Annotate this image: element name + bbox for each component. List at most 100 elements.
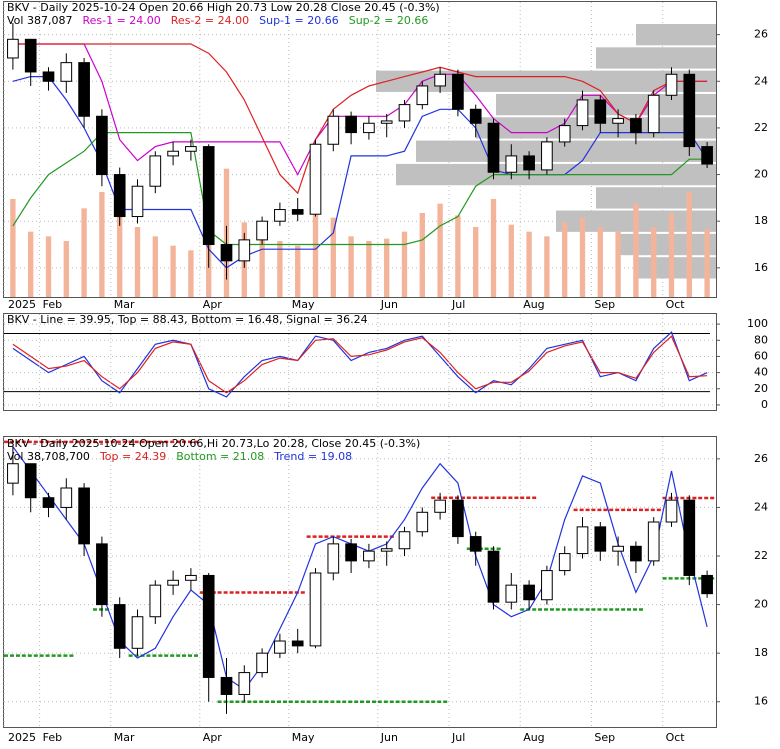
volume-bar	[455, 215, 461, 297]
volume-bar	[188, 250, 194, 297]
candle-body	[452, 73, 464, 110]
candle-body	[523, 155, 535, 171]
price-panel-frame	[3, 1, 717, 298]
y-tick-label: 60	[754, 349, 768, 362]
volume-label: Vol 387,087	[7, 14, 72, 27]
candle-body	[487, 550, 500, 603]
volume-bar	[348, 236, 354, 297]
x-tick-label: Sep	[594, 298, 615, 311]
volume-bar	[330, 217, 336, 297]
candle-body	[469, 108, 482, 124]
volume-bar	[473, 227, 479, 297]
series-line	[12, 43, 708, 176]
volume-bar	[437, 203, 443, 297]
candle-body	[434, 499, 446, 513]
volume-bar	[81, 208, 87, 297]
candle-body	[24, 463, 37, 499]
volume-bar	[117, 175, 123, 297]
candle-body	[24, 38, 37, 73]
candle-body	[309, 572, 322, 647]
y-tick-label: 26	[754, 28, 768, 41]
candle-body	[327, 543, 340, 574]
candle-body	[7, 463, 19, 484]
candle-body	[131, 616, 144, 649]
candle-body	[238, 239, 251, 262]
volume-bar	[99, 192, 105, 297]
candle-body	[469, 536, 482, 552]
volume-bar	[633, 203, 639, 297]
candle-body	[452, 499, 464, 538]
candle-body	[202, 574, 215, 678]
candle-body	[220, 676, 233, 695]
candle-body	[238, 672, 251, 695]
x-tick-label: Jul	[451, 298, 465, 311]
candle-body	[647, 521, 660, 562]
series-line	[12, 76, 708, 269]
y-tick-label: 100	[747, 317, 768, 330]
candle-body	[167, 579, 179, 586]
volume-profile-bar	[416, 140, 716, 162]
candle-body	[220, 244, 233, 262]
candle-body	[363, 122, 375, 134]
volume-bar	[651, 227, 657, 297]
candle-body	[380, 548, 393, 552]
candle-body	[78, 487, 90, 545]
y-tick-label: 18	[754, 214, 768, 227]
candle-body	[256, 220, 268, 241]
series-line	[12, 132, 708, 246]
volume-bar	[704, 229, 710, 297]
candle-body	[309, 143, 322, 215]
x-tick-label: Mar	[114, 298, 135, 311]
y-tick-label: 24	[754, 74, 768, 87]
candle-body	[60, 487, 73, 508]
volume-profile-bar	[636, 23, 716, 46]
candle-body	[576, 99, 589, 127]
candle-body	[345, 115, 357, 134]
volume-profile-bar	[616, 233, 716, 256]
x-tick-label: May	[292, 731, 315, 744]
volume-bar	[490, 199, 497, 297]
volume-bar	[508, 224, 514, 297]
candle-body	[541, 570, 553, 601]
legend-entry: Bottom = 21.08	[176, 450, 264, 463]
candle-body	[149, 155, 162, 187]
candle-body	[291, 209, 304, 215]
candle-body	[398, 531, 411, 550]
candle-body	[78, 62, 90, 117]
volume-bar	[668, 213, 675, 297]
x-tick-label: Apr	[203, 298, 223, 311]
candle-body	[594, 526, 607, 552]
candle-body	[202, 146, 215, 246]
volume-bar	[45, 236, 52, 297]
series-line	[12, 446, 708, 691]
panel-title: BKV - Line = 39.95, Top = 88.43, Bottom …	[7, 313, 368, 326]
legend-entry: Trend = 19.08	[273, 450, 352, 463]
panel-title: BKV - Daily 2025-10-24 Open 20.66 High 2…	[7, 1, 440, 14]
volume-bar	[277, 241, 283, 297]
x-tick-label: Oct	[666, 298, 686, 311]
x-tick-label: May	[292, 298, 315, 311]
candle-body	[558, 553, 571, 572]
candle-body	[96, 115, 108, 176]
candle-body	[60, 62, 73, 82]
x-tick-label: Apr	[203, 731, 223, 744]
candle-body	[42, 497, 55, 508]
volume-bar	[170, 245, 176, 297]
series-line	[12, 335, 708, 394]
candle-body	[113, 604, 126, 649]
candle-body	[398, 104, 411, 122]
candle-body	[647, 94, 660, 134]
candle-body	[256, 652, 268, 674]
volume-profile-bar	[596, 187, 716, 209]
x-tick-label: Feb	[43, 298, 62, 311]
y-tick-label: 20	[754, 168, 768, 181]
x-tick-label: Jul	[451, 731, 465, 744]
volume-bar	[312, 208, 319, 297]
candle-body	[131, 185, 144, 218]
volume-bar	[615, 231, 621, 297]
candle-body	[558, 125, 571, 143]
y-tick-label: 20	[754, 382, 768, 395]
volume-bar	[597, 227, 603, 297]
x-tick-label: 2025	[8, 731, 36, 744]
candle-body	[594, 99, 607, 124]
